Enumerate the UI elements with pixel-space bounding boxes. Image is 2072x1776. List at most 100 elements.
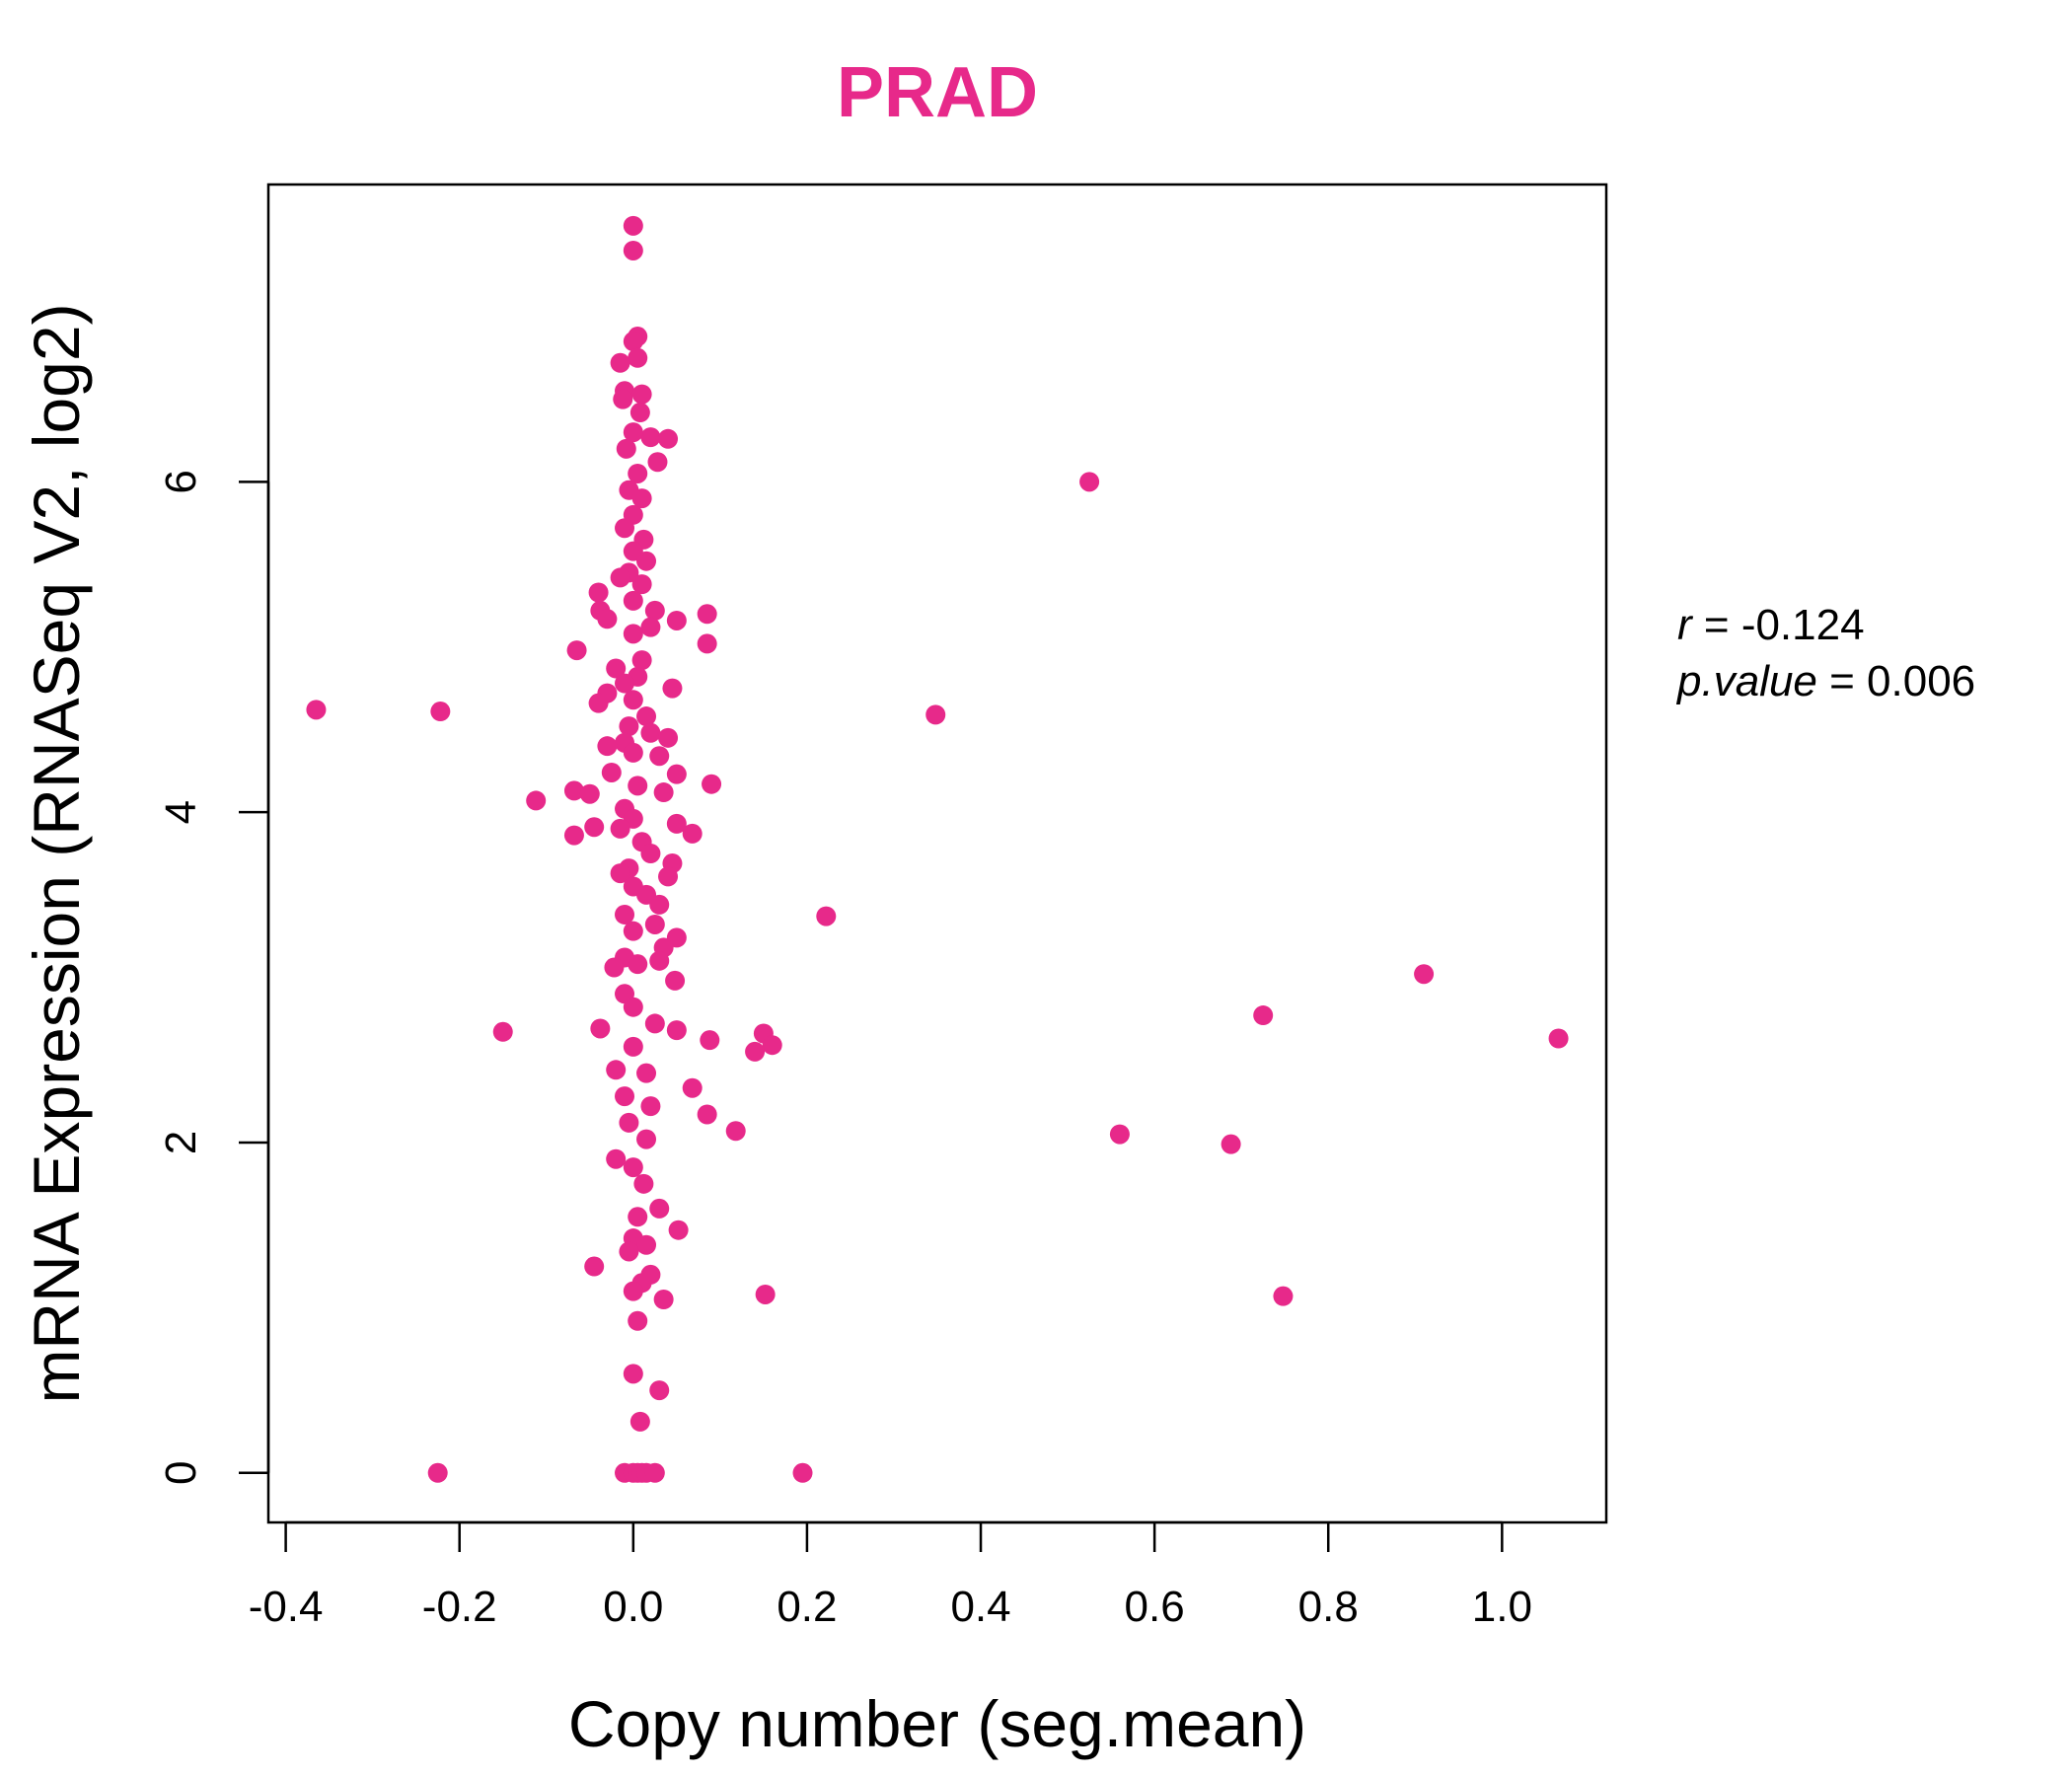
data-point: [682, 1077, 703, 1098]
data-point: [623, 624, 643, 644]
data-point: [816, 906, 837, 926]
data-point: [579, 783, 600, 804]
data-point: [649, 1380, 670, 1401]
data-point: [623, 1036, 643, 1057]
data-point: [1109, 1124, 1130, 1145]
data-point: [640, 844, 661, 863]
data-point: [700, 1030, 720, 1051]
data-point: [628, 954, 648, 975]
data-point: [631, 488, 652, 509]
data-point: [628, 1310, 648, 1331]
data-point: [606, 658, 627, 679]
data-point: [1548, 1028, 1569, 1049]
data-point: [615, 904, 635, 925]
y-axis-label: mRNA Expression (RNASeq V2, log2): [20, 303, 93, 1403]
data-point: [623, 1281, 643, 1301]
data-point: [925, 704, 946, 725]
x-tick-label: 1.0: [1472, 1583, 1532, 1631]
y-axis: 0 2 4 6: [157, 470, 270, 1485]
data-point: [745, 1041, 766, 1062]
data-point: [623, 422, 643, 443]
x-tick-label: 0.4: [950, 1583, 1010, 1631]
data-point: [631, 384, 652, 405]
data-point: [623, 1364, 643, 1384]
data-point: [427, 1462, 448, 1483]
data-point: [697, 1104, 717, 1125]
data-point: [1414, 964, 1435, 985]
data-point: [666, 813, 687, 834]
data-point: [563, 825, 584, 846]
data-point: [649, 894, 670, 915]
data-point: [628, 347, 648, 368]
data-point: [492, 1021, 513, 1042]
data-point: [762, 1035, 782, 1056]
data-point: [623, 997, 643, 1017]
data-point: [636, 706, 657, 727]
data-point: [588, 582, 609, 603]
x-tick-label: 0.2: [777, 1583, 837, 1631]
data-point: [668, 1220, 689, 1240]
data-point: [615, 518, 635, 539]
data-point: [658, 428, 679, 449]
data-point: [1221, 1134, 1241, 1154]
points-layer: [306, 215, 1569, 1483]
data-point: [623, 1157, 643, 1178]
y-tick-label: 6: [157, 470, 205, 493]
y-tick-label: 0: [157, 1461, 205, 1485]
data-point: [623, 332, 643, 352]
data-point: [792, 1462, 813, 1483]
data-point: [644, 914, 665, 934]
data-point: [658, 727, 679, 748]
data-point: [665, 970, 686, 991]
x-tick-label: -0.4: [249, 1583, 324, 1631]
y-tick-label: 4: [157, 800, 205, 824]
data-point: [623, 240, 643, 260]
data-point: [597, 609, 618, 629]
data-point: [628, 776, 648, 796]
x-axis-label: Copy number (seg.mean): [568, 1687, 1306, 1760]
data-point: [666, 610, 687, 630]
data-point: [628, 463, 648, 483]
data-point: [697, 633, 717, 654]
data-point: [430, 702, 451, 722]
data-point: [631, 650, 652, 671]
data-point: [563, 780, 584, 801]
data-point: [658, 866, 679, 887]
data-point: [702, 774, 722, 794]
data-point: [644, 600, 665, 621]
data-point: [566, 640, 587, 661]
data-point: [619, 1241, 639, 1262]
data-point: [629, 1411, 650, 1432]
data-point: [636, 1234, 657, 1255]
data-point: [597, 736, 618, 757]
data-point: [616, 438, 636, 459]
data-point: [649, 950, 670, 971]
x-tick-label: -0.2: [422, 1583, 497, 1631]
data-point: [682, 823, 703, 844]
x-axis: -0.4 -0.2 0.0 0.2 0.4 0.6 0.8 1.0: [249, 1520, 1532, 1631]
data-point: [649, 746, 670, 767]
data-point: [610, 818, 630, 839]
data-point: [623, 215, 643, 236]
data-point: [526, 790, 547, 811]
data-point: [623, 690, 643, 710]
data-point: [1273, 1286, 1294, 1306]
stat-r-value: -0.124: [1741, 601, 1865, 649]
data-point: [755, 1284, 776, 1304]
data-point: [584, 1256, 605, 1277]
data-point: [666, 764, 687, 784]
stat-p-label: p.value: [1675, 657, 1817, 705]
data-point: [613, 389, 633, 409]
data-point: [636, 551, 657, 571]
data-point: [653, 782, 674, 803]
data-point: [636, 1129, 657, 1149]
data-point: [633, 1173, 654, 1194]
data-point: [636, 1063, 657, 1083]
stat-r-label: r: [1677, 601, 1694, 649]
data-point: [606, 1148, 627, 1169]
data-point: [610, 567, 630, 588]
data-point: [640, 427, 661, 448]
data-point: [619, 716, 639, 737]
y-tick-label: 2: [157, 1131, 205, 1154]
